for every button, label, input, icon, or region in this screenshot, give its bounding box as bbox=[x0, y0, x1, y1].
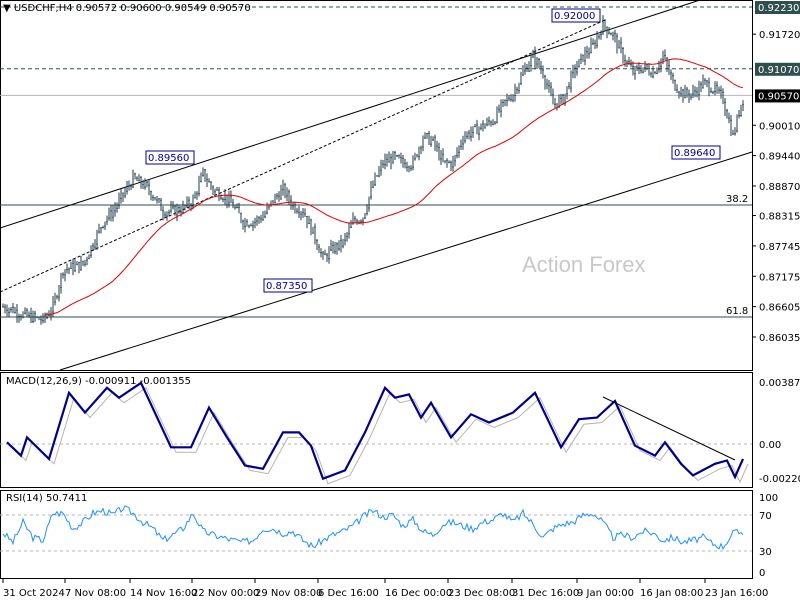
rsi-title: RSI(14) 50.7411 bbox=[6, 493, 88, 504]
current-price-badge bbox=[755, 89, 800, 103]
swing-label: 0.89560 bbox=[148, 153, 189, 164]
macd-title: MACD(12,26,9) -0.000911 -0.001355 bbox=[6, 376, 191, 387]
time-tick-label: 16 Jan 08:00 bbox=[640, 588, 703, 599]
collapse-triangle-icon[interactable]: ▼ bbox=[3, 3, 11, 14]
level-price-badge bbox=[755, 62, 800, 76]
level-price-label: 0.91070 bbox=[758, 65, 799, 76]
channel-mid-line bbox=[0, 19, 606, 293]
symbol-label: USDCHF,H4 bbox=[13, 3, 73, 14]
time-tick-label: 31 Oct 2024 bbox=[3, 588, 65, 599]
moving-average-line bbox=[45, 58, 744, 315]
price-tick-label: 0.86605 bbox=[759, 303, 800, 314]
price-tick-label: 0.90010 bbox=[759, 121, 800, 132]
main-panel-frame bbox=[0, 0, 753, 371]
current-price-label: 0.90570 bbox=[758, 91, 799, 102]
macd-tick-label: 0.00 bbox=[759, 440, 781, 451]
channel-upper-line bbox=[0, 0, 701, 229]
level-price-badge bbox=[755, 1, 800, 14]
swing-label: 0.89640 bbox=[674, 148, 715, 159]
macd-tick-label: -0.002201 bbox=[759, 474, 800, 485]
swing-label-box bbox=[551, 8, 601, 23]
time-tick-label: 22 Nov 00:00 bbox=[192, 588, 259, 599]
time-tick-label: 7 Nov 08:00 bbox=[65, 588, 126, 599]
time-tick-label: 31 Dec 16:00 bbox=[512, 588, 579, 599]
rsi-tick-label: 70 bbox=[759, 511, 772, 522]
ohlc-values: 0.90572 0.90600 0.90549 0.90570 bbox=[75, 3, 251, 14]
macd-trendline bbox=[602, 396, 736, 461]
price-tick-label: 0.86035 bbox=[759, 333, 800, 344]
macd-signal-line bbox=[11, 387, 749, 485]
time-tick-label: 14 Nov 16:00 bbox=[130, 588, 197, 599]
time-tick-label: 29 Nov 08:00 bbox=[255, 588, 322, 599]
rsi-tick-label: 0 bbox=[759, 568, 765, 579]
swing-label-box bbox=[263, 278, 313, 293]
level-price-label: 0.92230 bbox=[758, 3, 799, 14]
time-tick-label: 23 Dec 08:00 bbox=[448, 588, 515, 599]
macd-tick-label: 0.003873 bbox=[759, 378, 800, 389]
price-tick-label: 0.91720 bbox=[759, 30, 800, 41]
swing-label: 0.92000 bbox=[554, 11, 595, 22]
macd-main-line bbox=[6, 381, 745, 481]
time-tick-label: 6 Dec 16:00 bbox=[318, 588, 379, 599]
price-tick-label: 0.89440 bbox=[759, 152, 800, 163]
macd-panel-frame bbox=[0, 372, 753, 488]
rsi-tick-label: 30 bbox=[759, 547, 772, 558]
fib-61-label: 61.8 bbox=[726, 306, 748, 317]
time-tick-label: 16 Dec 00:00 bbox=[385, 588, 452, 599]
fib-38-label: 38.2 bbox=[726, 194, 748, 205]
watermark: Action Forex bbox=[522, 252, 646, 277]
swing-label-box bbox=[671, 145, 721, 160]
price-tick-label: 0.87745 bbox=[759, 242, 800, 253]
time-tick-label: 23 Jan 16:00 bbox=[705, 588, 768, 599]
swing-label: 0.87350 bbox=[266, 281, 307, 292]
rsi-line bbox=[2, 505, 744, 551]
rsi-panel-frame bbox=[0, 490, 753, 579]
swing-label-box bbox=[145, 150, 195, 165]
chart-header: ▼ USDCHF,H4 0.90572 0.90600 0.90549 0.90… bbox=[3, 3, 251, 14]
price-tick-label: 0.87175 bbox=[759, 272, 800, 283]
price-tick-label: 0.88315 bbox=[759, 212, 800, 223]
rsi-tick-label: 100 bbox=[759, 493, 778, 504]
time-tick-label: 9 Jan 00:00 bbox=[577, 588, 634, 599]
channel-lower-line bbox=[59, 151, 753, 371]
price-tick-label: 0.88870 bbox=[759, 182, 800, 193]
